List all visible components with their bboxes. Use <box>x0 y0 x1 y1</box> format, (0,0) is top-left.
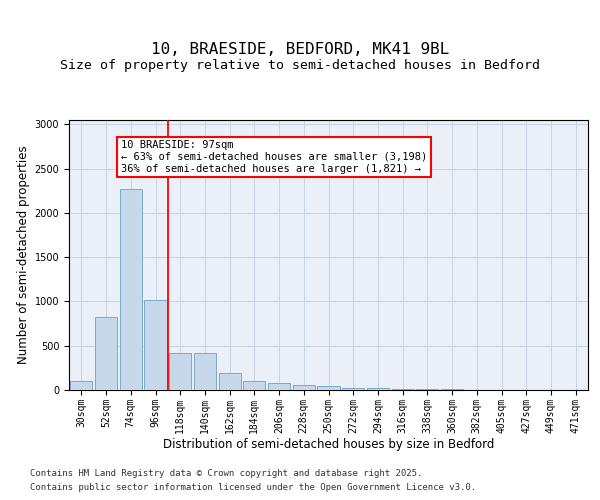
Bar <box>119 189 142 390</box>
Bar <box>95 316 117 390</box>
Bar <box>218 373 241 390</box>
Bar <box>70 381 92 390</box>
Bar <box>342 388 364 390</box>
Bar <box>169 353 191 390</box>
X-axis label: Distribution of semi-detached houses by size in Bedford: Distribution of semi-detached houses by … <box>163 438 494 452</box>
Bar <box>243 381 265 390</box>
Bar <box>145 300 167 390</box>
Text: Contains HM Land Registry data © Crown copyright and database right 2025.: Contains HM Land Registry data © Crown c… <box>30 468 422 477</box>
Text: Contains public sector information licensed under the Open Government Licence v3: Contains public sector information licen… <box>30 484 476 492</box>
Bar <box>317 386 340 390</box>
Bar <box>194 353 216 390</box>
Bar <box>268 383 290 390</box>
Bar <box>392 388 414 390</box>
Text: 10 BRAESIDE: 97sqm
← 63% of semi-detached houses are smaller (3,198)
36% of semi: 10 BRAESIDE: 97sqm ← 63% of semi-detache… <box>121 140 427 173</box>
Y-axis label: Number of semi-detached properties: Number of semi-detached properties <box>17 146 31 364</box>
Text: 10, BRAESIDE, BEDFORD, MK41 9BL: 10, BRAESIDE, BEDFORD, MK41 9BL <box>151 42 449 58</box>
Bar <box>367 388 389 390</box>
Text: Size of property relative to semi-detached houses in Bedford: Size of property relative to semi-detach… <box>60 60 540 72</box>
Bar <box>416 389 439 390</box>
Bar <box>293 384 315 390</box>
